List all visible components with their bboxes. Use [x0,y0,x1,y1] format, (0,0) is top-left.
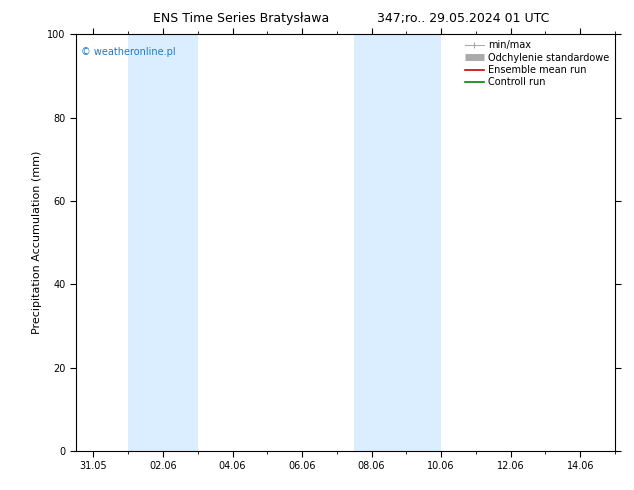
Text: ENS Time Series Bratysława: ENS Time Series Bratysława [153,12,329,25]
Text: 347;ro.. 29.05.2024 01 UTC: 347;ro.. 29.05.2024 01 UTC [377,12,549,25]
Legend: min/max, Odchylenie standardowe, Ensemble mean run, Controll run: min/max, Odchylenie standardowe, Ensembl… [462,37,612,90]
Bar [354,34,441,451]
Y-axis label: Precipitation Accumulation (mm): Precipitation Accumulation (mm) [32,151,42,334]
Text: © weatheronline.pl: © weatheronline.pl [81,47,176,57]
Bar [128,34,198,451]
